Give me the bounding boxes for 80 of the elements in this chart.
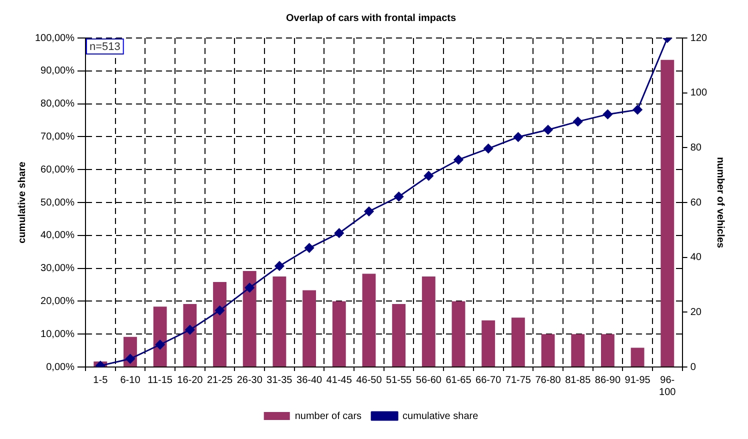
point bbox=[334, 228, 344, 238]
y-tick-label: 0,00% bbox=[46, 362, 75, 373]
bar bbox=[541, 334, 555, 366]
y2-tick-label: 0 bbox=[690, 362, 696, 373]
x-tick-label: 56-60 bbox=[416, 374, 442, 386]
point bbox=[185, 325, 195, 335]
point bbox=[244, 282, 254, 292]
x-tick-label: 51-55 bbox=[386, 374, 412, 386]
x-tick-label: 41-45 bbox=[326, 374, 352, 386]
y2-tick-label: 60 bbox=[690, 197, 702, 208]
y-tick-label: 100,00% bbox=[34, 32, 75, 44]
y-tick-label: 30,00% bbox=[40, 263, 75, 274]
x-tick-label: 16-20 bbox=[177, 374, 204, 386]
bar bbox=[452, 301, 466, 366]
bar bbox=[362, 274, 376, 366]
x-tick-label: 96-100 bbox=[659, 374, 676, 398]
point bbox=[513, 132, 523, 142]
chart-title: Overlap of cars with frontal impacts bbox=[286, 12, 456, 24]
bar bbox=[332, 301, 346, 366]
y2-tick-label: 40 bbox=[690, 252, 702, 264]
x-tick-label: 11-15 bbox=[148, 374, 173, 386]
y2-tick-label: 100 bbox=[690, 88, 708, 99]
bar bbox=[392, 304, 406, 366]
bar bbox=[302, 290, 316, 366]
point bbox=[424, 171, 434, 181]
point bbox=[274, 261, 284, 271]
bar bbox=[183, 304, 197, 366]
y-tick-label: 10,00% bbox=[40, 328, 75, 340]
point bbox=[155, 340, 165, 350]
y-tick-label: 20,00% bbox=[40, 296, 75, 307]
bar bbox=[482, 320, 496, 366]
bar bbox=[272, 276, 286, 366]
bar bbox=[153, 306, 167, 366]
point bbox=[573, 116, 583, 126]
x-tick-label: 1-5 bbox=[93, 374, 108, 386]
y2-axis-title: number of vehicles bbox=[714, 156, 726, 249]
y2-tick-label: 80 bbox=[690, 142, 702, 154]
point bbox=[484, 144, 494, 154]
x-tick-label: 26-30 bbox=[236, 374, 263, 386]
x-tick-label: 46-50 bbox=[356, 374, 382, 386]
bar bbox=[630, 348, 644, 366]
x-tick-label: 66-70 bbox=[476, 374, 502, 386]
bar bbox=[242, 271, 256, 366]
point bbox=[632, 104, 642, 114]
annotation: n=513 bbox=[89, 41, 120, 54]
y-tick-label: 60,00% bbox=[40, 164, 75, 176]
x-tick-label: 76-80 bbox=[535, 374, 562, 386]
y2-tick-label: 120 bbox=[690, 32, 708, 44]
x-tick-label: 86-90 bbox=[594, 374, 621, 386]
x-tick-label: 31-35 bbox=[266, 374, 293, 386]
y2-tick-label: 20 bbox=[690, 306, 702, 318]
point bbox=[454, 154, 464, 164]
point bbox=[543, 125, 553, 135]
y-tick-label: 70,00% bbox=[40, 131, 75, 142]
point bbox=[394, 192, 404, 202]
x-tick-label: 91-95 bbox=[624, 374, 651, 386]
legend-label: cumulative share bbox=[402, 410, 479, 422]
y-axis-title: cumulative share bbox=[16, 161, 28, 244]
point bbox=[304, 243, 314, 253]
point bbox=[602, 110, 612, 120]
bar bbox=[422, 276, 436, 366]
x-tick-label: 6-10 bbox=[120, 374, 141, 386]
y-tick-label: 80,00% bbox=[40, 98, 75, 110]
point bbox=[215, 306, 225, 316]
legend-label: number of cars bbox=[294, 410, 362, 422]
x-tick-label: 61-65 bbox=[446, 374, 472, 386]
x-tick-label: 71-75 bbox=[505, 374, 532, 386]
bar bbox=[660, 60, 674, 366]
point bbox=[125, 354, 135, 364]
bar bbox=[600, 334, 614, 366]
x-tick-label: 81-85 bbox=[565, 374, 592, 386]
bar bbox=[213, 282, 226, 366]
y-tick-label: 50,00% bbox=[40, 197, 75, 208]
y-tick-label: 40,00% bbox=[40, 230, 75, 242]
x-tick-label: 21-25 bbox=[206, 374, 233, 386]
x-tick-label: 36-40 bbox=[296, 374, 323, 386]
bar bbox=[571, 334, 585, 366]
point bbox=[364, 206, 374, 216]
y-tick-label: 90,00% bbox=[40, 66, 75, 77]
bar bbox=[511, 318, 525, 366]
